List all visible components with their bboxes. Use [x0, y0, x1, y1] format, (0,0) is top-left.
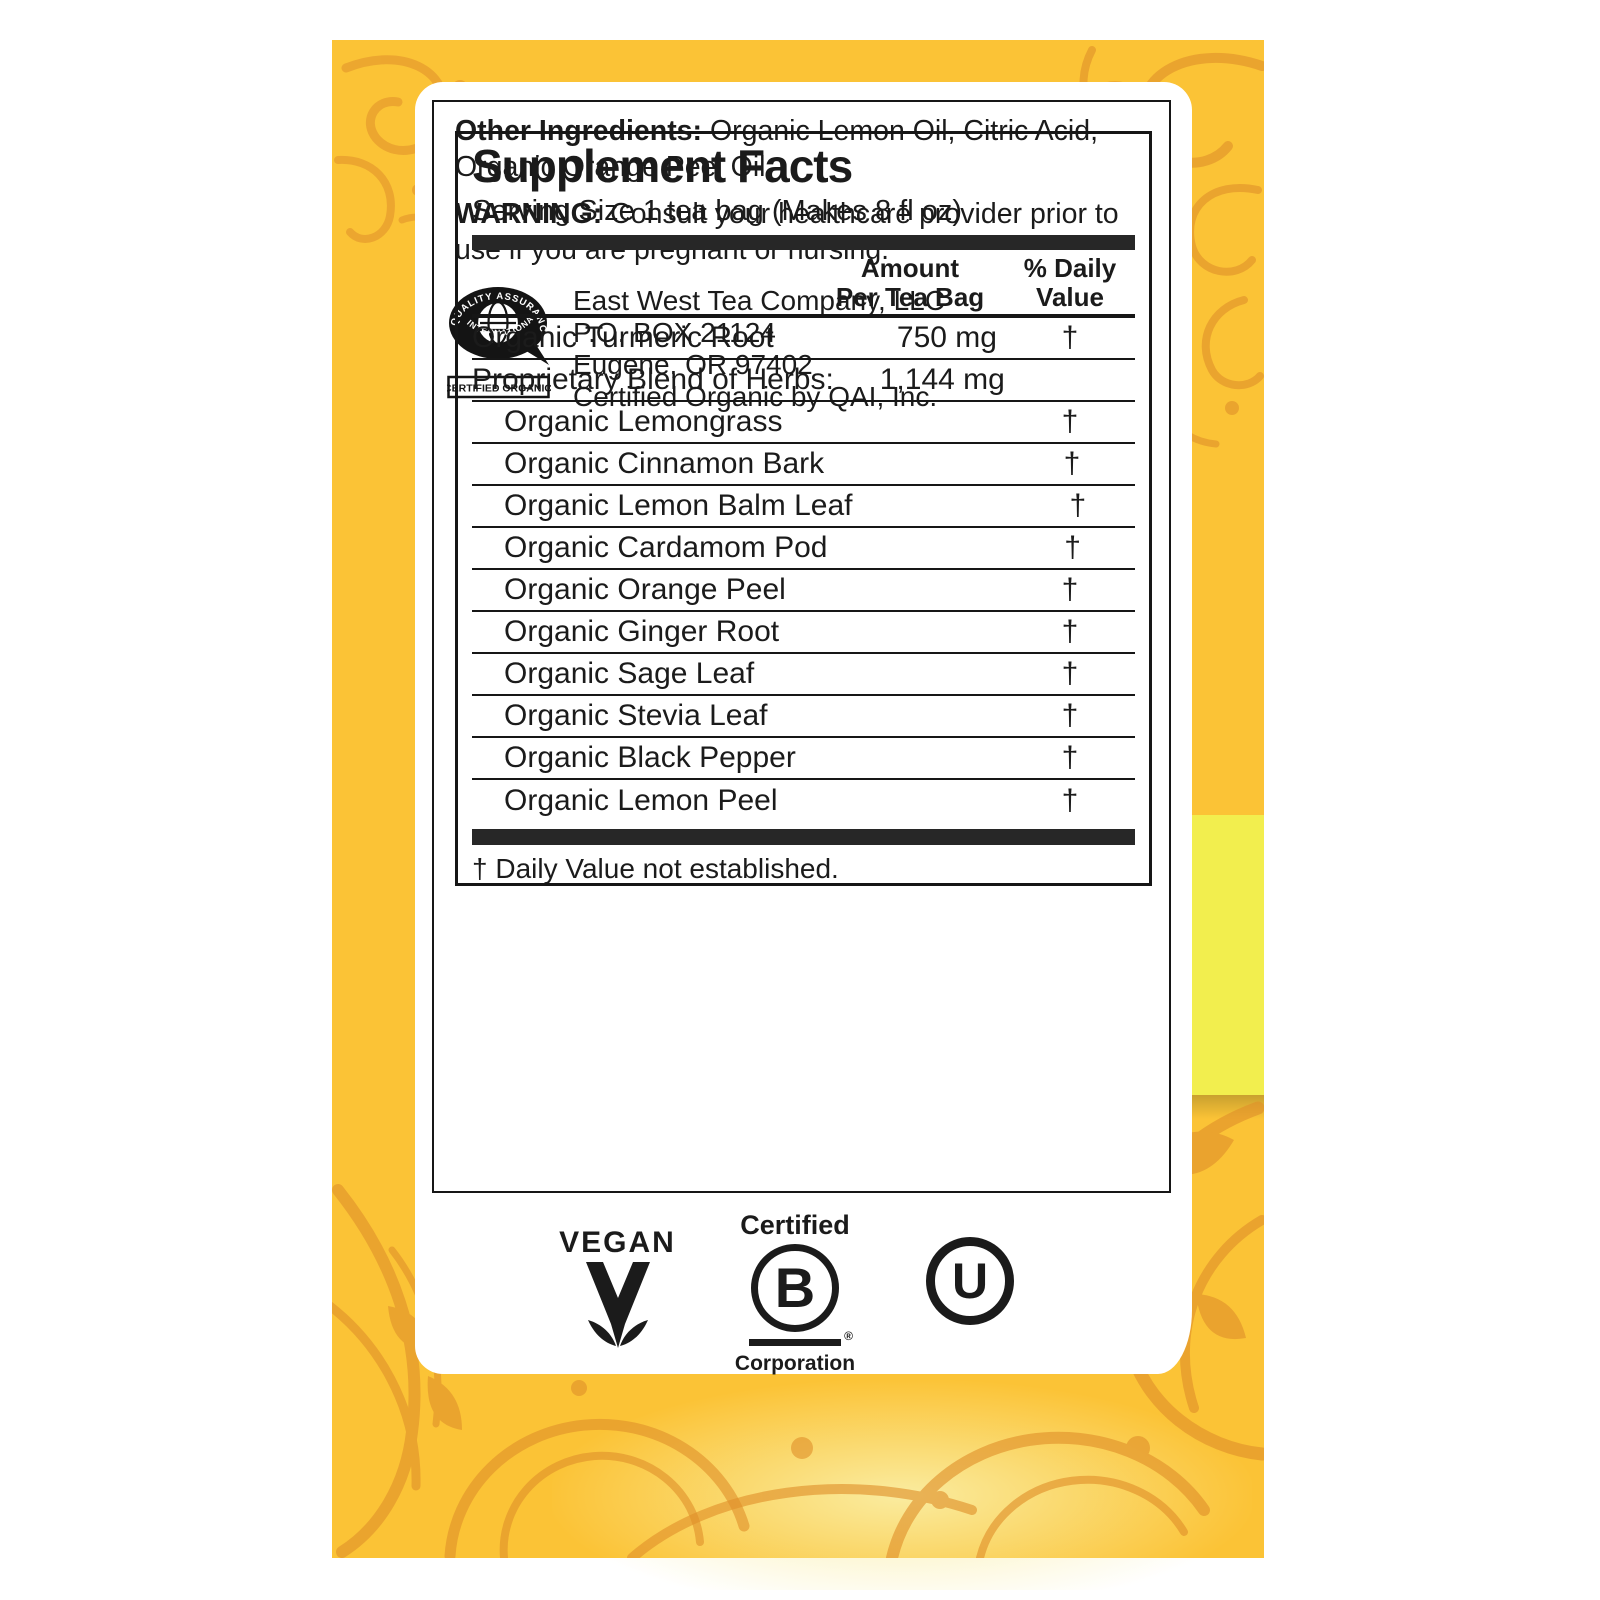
separator-bar-bottom: [472, 828, 1135, 845]
column-header-amount: Amount Per Tea Bag: [835, 252, 985, 312]
certified-organic-label: CERTIFIED ORGANIC: [447, 382, 551, 394]
header-rule: [472, 313, 1135, 318]
floral-bottom-left-icon: [332, 1184, 813, 1558]
certification-badges: VEGAN Certified B ® Corporation U: [415, 1210, 1192, 1375]
vegan-label: VEGAN: [559, 1226, 676, 1259]
facts-title: Supplement Facts: [472, 140, 853, 192]
table-row: Organic Ginger Root †: [472, 612, 1135, 654]
ou-kosher-badge: U: [920, 1237, 1020, 1325]
vegan-v-icon: [585, 1262, 650, 1348]
vegan-badge: VEGAN: [540, 1226, 695, 1350]
column-header-daily-value: % Daily Value: [1023, 252, 1117, 312]
supplement-facts-panel: Supplement Facts Serving Size 1 tea bag …: [455, 131, 1152, 886]
table-row: Organic Cardamom Pod †: [472, 528, 1135, 570]
table-header: Amount Per Tea Bag % Daily Value: [472, 250, 1135, 314]
table-row: Organic Orange Peel †: [472, 570, 1135, 612]
bcorp-corporation-label: Corporation: [734, 1352, 856, 1375]
table-row: Organic Cinnamon Bark †: [472, 444, 1135, 486]
table-row: Organic Sage Leaf †: [472, 654, 1135, 696]
table-row: Organic Lemon Peel †: [504, 783, 1079, 817]
serving-size: Serving Size 1 tea bag (Makes 8 fl oz): [472, 194, 963, 227]
table-row: Proprietary Blend of Herbs: 1,144 mg: [472, 360, 1135, 402]
label-card: Supplement Facts Serving Size 1 tea bag …: [415, 82, 1192, 1375]
table-row: Organic Stevia Leaf †: [472, 696, 1135, 738]
registered-mark: ®: [844, 1329, 853, 1343]
table-row: Organic Lemongrass †: [472, 402, 1135, 444]
ou-circle-icon: U: [926, 1237, 1014, 1325]
table-row: Organic Black Pepper †: [472, 738, 1135, 780]
separator-bar-top: [472, 234, 1135, 250]
bcorp-underline: ®: [749, 1329, 853, 1346]
bcorp-certified-label: Certified: [740, 1210, 850, 1240]
bcorp-circle-icon: B: [751, 1244, 839, 1332]
company-address: East West Tea Company, LLC P.O. BOX 2112…: [573, 284, 945, 412]
b-corp-badge: Certified B ® Corporation: [725, 1210, 865, 1376]
table-row: Organic Lemon Balm Leaf †: [472, 486, 1135, 528]
label-border: Supplement Facts Serving Size 1 tea bag …: [432, 100, 1171, 1193]
side-green-band: [1192, 815, 1264, 1095]
tea-box-back-panel: Supplement Facts Serving Size 1 tea bag …: [332, 40, 1264, 1590]
manufacturer-block: QUALITY ASSURANCE INTERNATIONAL CERTIFIE…: [434, 277, 1169, 413]
daily-value-footnote: † Daily Value not established.: [472, 852, 839, 884]
table-row: Organic Turmeric Root 750 mg †: [472, 318, 1135, 360]
